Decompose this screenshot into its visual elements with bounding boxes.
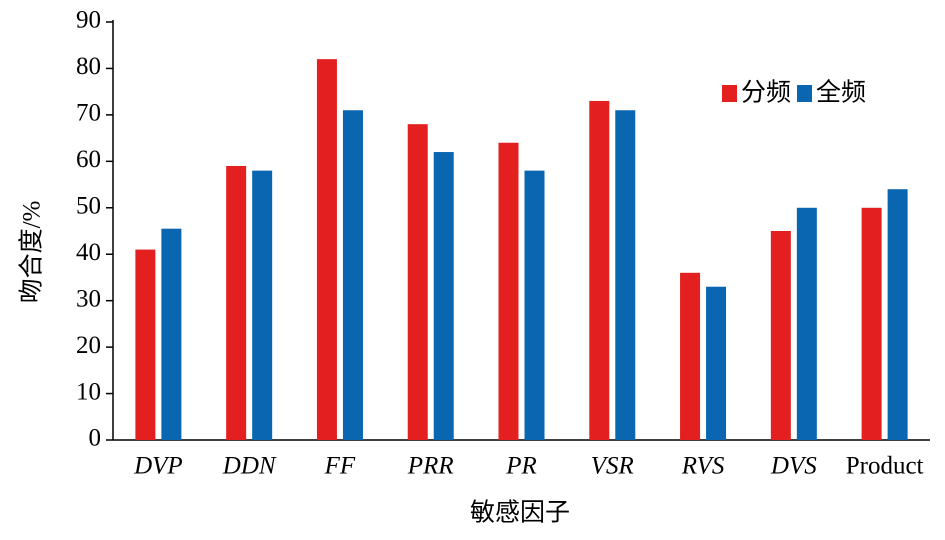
bar — [680, 272, 701, 440]
y-tick-label: 0 — [89, 425, 102, 452]
bar — [524, 170, 545, 440]
x-axis-label: 敏感因子 — [470, 499, 570, 527]
x-tick-label: Product — [846, 453, 924, 480]
y-axis-label: 吻合度/% — [18, 201, 46, 304]
y-tick-label: 60 — [76, 146, 101, 173]
legend-swatch — [722, 85, 737, 102]
bar — [706, 286, 727, 440]
bar — [887, 189, 908, 440]
bar — [615, 110, 636, 440]
bar — [861, 207, 882, 440]
x-tick-label: DVP — [133, 453, 183, 480]
bar — [342, 110, 363, 440]
y-tick-label: 70 — [76, 100, 101, 127]
y-tick-label: 50 — [76, 193, 101, 220]
bar — [135, 249, 156, 440]
x-tick-label: PR — [505, 453, 537, 480]
x-tick-label: DDN — [222, 453, 277, 480]
x-tick-label: PRR — [407, 453, 454, 480]
x-tick-label: FF — [324, 453, 356, 480]
bar — [161, 228, 182, 440]
y-tick-label: 30 — [76, 285, 101, 312]
bar — [433, 152, 454, 441]
y-tick-label: 80 — [76, 53, 101, 80]
bar — [252, 170, 273, 440]
bar — [770, 231, 791, 440]
y-tick-label: 40 — [76, 239, 101, 266]
legend-label: 分频 — [741, 79, 791, 107]
bar — [498, 142, 519, 440]
legend-label: 全频 — [816, 79, 866, 107]
bar — [796, 207, 817, 440]
bar — [589, 100, 610, 440]
bar — [226, 165, 247, 440]
x-tick-label: RVS — [681, 453, 725, 480]
y-tick-label: 10 — [76, 378, 101, 405]
legend-swatch — [797, 85, 813, 102]
y-tick-label: 20 — [76, 332, 101, 359]
x-tick-label: VSR — [591, 453, 634, 480]
y-tick-label: 90 — [76, 7, 101, 34]
bar — [407, 124, 428, 440]
bar — [316, 59, 337, 441]
x-tick-label: DVS — [770, 453, 817, 480]
